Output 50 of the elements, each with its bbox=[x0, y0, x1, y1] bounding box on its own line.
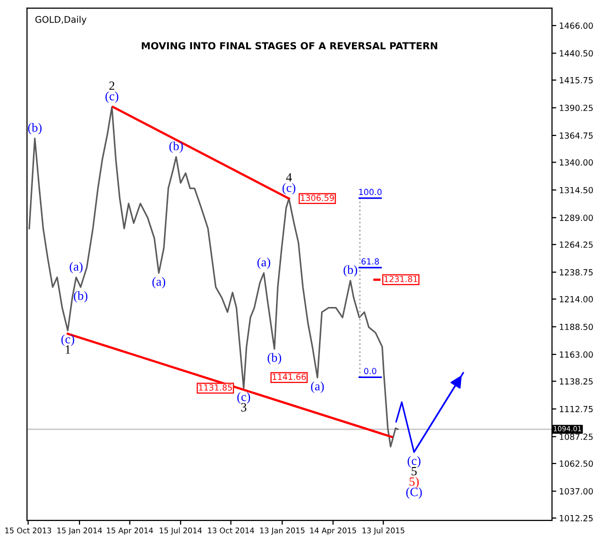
y-tick-label: 1390.25 bbox=[560, 104, 593, 112]
y-tick-label: 1138.25 bbox=[560, 378, 593, 385]
annotation: 1306.59 bbox=[300, 194, 334, 201]
y-tick-label: 1087.25 bbox=[560, 434, 593, 440]
y-tick-label: 1264.25 bbox=[560, 242, 593, 248]
annotation: (C) bbox=[406, 487, 422, 499]
y-tick-label: 1112.75 bbox=[560, 406, 593, 412]
annotation: 5 bbox=[412, 467, 417, 476]
annotation: 3 bbox=[241, 403, 246, 412]
annotation: (b) bbox=[169, 141, 183, 153]
y-tick-label: 1188.50 bbox=[560, 324, 593, 330]
y-tick-label: 1466.00 bbox=[560, 22, 593, 29]
annotation: 5) bbox=[410, 476, 419, 488]
series-label: 1231.81 bbox=[384, 276, 418, 282]
series-label: 100.0 bbox=[359, 188, 382, 196]
annotation: (c) bbox=[408, 456, 420, 468]
annotation: (a) bbox=[152, 277, 166, 288]
annotation: (c) bbox=[61, 334, 74, 346]
line-series bbox=[395, 372, 464, 453]
y-tick-label: 1364.75 bbox=[560, 132, 593, 139]
y-tick-label: 1037.00 bbox=[560, 488, 593, 494]
text: MOVING INTO FINAL STAGES OF A REVERSAL PATTERN bbox=[142, 42, 438, 50]
y-tick-label: 1340.00 bbox=[560, 159, 593, 166]
y-tick-label: 1314.50 bbox=[560, 186, 593, 194]
y-tick-label: 1440.50 bbox=[560, 50, 593, 57]
annotation: (b) bbox=[344, 265, 358, 277]
annotation: (a) bbox=[311, 382, 324, 393]
annotation: (c) bbox=[237, 392, 250, 404]
y-tick-label: 1062.50 bbox=[560, 460, 593, 467]
series-label: 0.0 bbox=[364, 368, 376, 374]
y-tick-label: 1012.25 bbox=[560, 515, 593, 522]
annotation: (b) bbox=[28, 123, 42, 134]
text: GOLD,Daily bbox=[35, 16, 86, 25]
annotation: 4 bbox=[286, 173, 292, 182]
annotation: (c) bbox=[282, 183, 296, 195]
annotation: 1141.66 bbox=[272, 374, 306, 380]
y-tick-label: 1415.75 bbox=[560, 77, 593, 84]
y-tick-label: 1289.00 bbox=[560, 214, 593, 221]
annotation: 2 bbox=[109, 82, 114, 90]
annotation: (b) bbox=[268, 353, 282, 364]
annotation: 1 bbox=[66, 345, 70, 354]
annotation: (c) bbox=[106, 92, 118, 103]
annotation: (b) bbox=[74, 291, 88, 303]
y-tick-label: 1163.00 bbox=[560, 351, 593, 358]
annotation: (a) bbox=[257, 258, 270, 269]
series-label: 61.8 bbox=[362, 258, 379, 265]
y-tick-label: 1238.75 bbox=[560, 269, 593, 276]
y-tick-label: 1214.00 bbox=[560, 296, 593, 302]
annotation: 1131.85 bbox=[199, 384, 232, 391]
annotation: (a) bbox=[70, 262, 83, 274]
